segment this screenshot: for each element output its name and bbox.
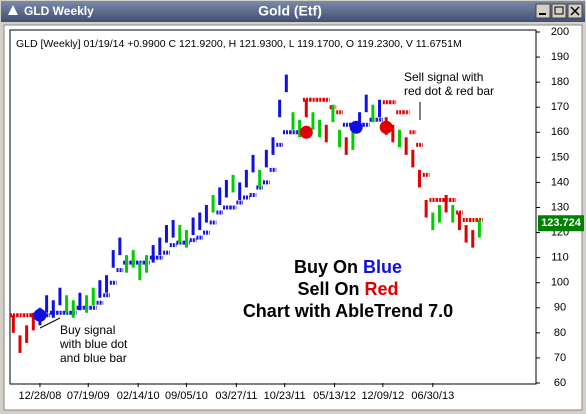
y-tick-label: 100 xyxy=(551,277,569,289)
y-tick-label: 150 xyxy=(551,151,569,163)
sell-annotation: red dot & red bar xyxy=(404,84,494,98)
x-tick-label: 02/14/10 xyxy=(117,390,160,402)
slogan-text: Chart with AbleTrend 7.0 xyxy=(243,301,453,321)
minimize-button[interactable] xyxy=(535,3,551,19)
app-icon xyxy=(8,5,18,15)
slogan-word: Blue xyxy=(363,257,402,277)
signal-dot xyxy=(33,308,47,322)
slogan-word: Red xyxy=(365,279,399,299)
y-tick-label: 200 xyxy=(551,26,569,38)
last-price-label: 123.724 xyxy=(541,217,582,229)
y-tick-label: 60 xyxy=(554,377,566,389)
signal-dot xyxy=(349,120,363,134)
x-tick-label: 12/28/08 xyxy=(19,390,62,402)
y-tick-label: 130 xyxy=(551,201,569,213)
buy-annotation: Buy signal xyxy=(60,323,115,337)
x-tick-label: 10/23/11 xyxy=(264,390,306,402)
slogan-text: Buy On xyxy=(294,257,358,277)
x-tick-label: 09/05/10 xyxy=(165,390,208,402)
y-tick-label: 160 xyxy=(551,126,569,138)
y-tick-label: 190 xyxy=(551,51,569,63)
y-tick-label: 110 xyxy=(551,252,569,264)
x-tick-label: 03/27/11 xyxy=(215,390,257,402)
buy-annotation: and blue bar xyxy=(60,351,127,365)
window-caption: Gold (Etf) xyxy=(258,3,322,19)
last-price-box xyxy=(538,215,584,232)
signal-dot xyxy=(299,125,313,139)
signal-dot xyxy=(379,120,393,134)
y-tick-label: 80 xyxy=(554,327,566,339)
slogan: Buy On Blue xyxy=(294,257,402,277)
x-tick-label: 07/19/09 xyxy=(67,390,110,402)
y-tick-label: 180 xyxy=(551,76,569,88)
buy-arrow xyxy=(39,317,61,329)
y-tick-label: 170 xyxy=(551,101,569,113)
window-buttons[interactable] xyxy=(535,3,583,19)
maximize-icon xyxy=(554,6,564,15)
y-tick-label: 70 xyxy=(554,352,566,364)
plot-area xyxy=(9,29,537,385)
close-icon xyxy=(570,6,580,16)
slogan: Chart with AbleTrend 7.0 xyxy=(243,301,453,321)
y-tick-label: 140 xyxy=(551,176,569,188)
title-bar xyxy=(1,1,585,22)
maximize-button[interactable] xyxy=(551,3,567,19)
y-tick-label: 90 xyxy=(554,302,566,314)
buy-annotation: with blue dot xyxy=(59,337,128,351)
x-tick-label: 12/09/12 xyxy=(361,390,404,402)
sell-annotation: Sell signal with xyxy=(404,70,483,84)
window-title: GLD Weekly xyxy=(24,4,94,18)
slogan: Sell On Red xyxy=(297,279,398,299)
info-line: GLD [Weekly] 01/19/14 +0.9900 C 121.9200… xyxy=(16,38,462,50)
x-tick-label: 05/13/12 xyxy=(313,390,356,402)
slogan-text: Sell On xyxy=(297,279,359,299)
x-tick-label: 06/30/13 xyxy=(411,390,454,402)
